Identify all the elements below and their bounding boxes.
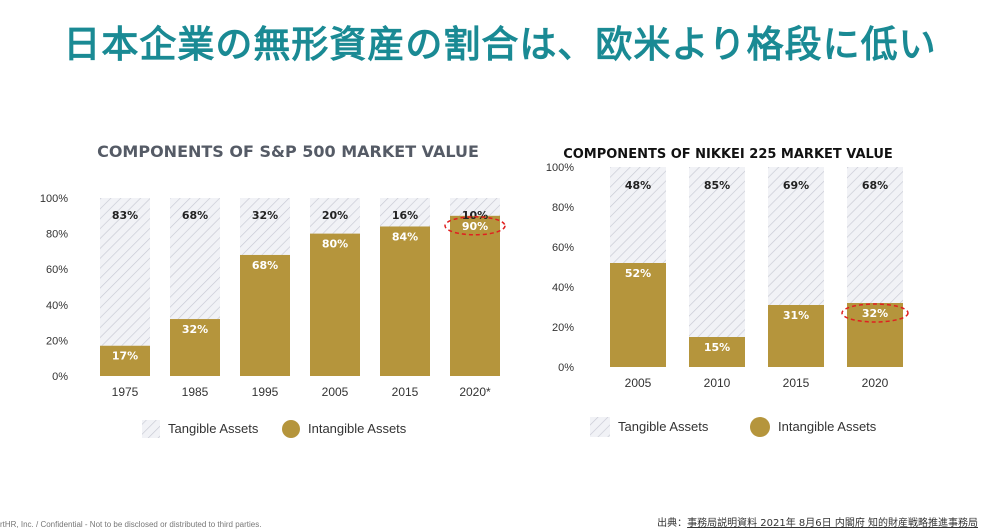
y-tick-label: 20% (46, 335, 68, 347)
tangible-value-label: 32% (252, 209, 278, 222)
tangible-value-label: 20% (322, 209, 348, 222)
intangible-bar (240, 254, 290, 376)
category-label: 2005 (322, 385, 349, 399)
intangible-value-label: 80% (322, 238, 348, 251)
intangible-value-label: 84% (392, 230, 418, 243)
category-label: 2015 (783, 376, 810, 390)
nikkei225-chart: COMPONENTS OF NIKKEI 225 MARKET VALUE 0% 2… (546, 147, 909, 437)
legend-swatch-intangible (282, 420, 300, 438)
tangible-value-label: 69% (783, 179, 809, 192)
legend-swatch-tangible (142, 420, 160, 438)
tangible-value-label: 16% (392, 209, 418, 222)
category-label: 2020 (862, 376, 889, 390)
intangible-bar (768, 305, 824, 367)
y-tick-label: 40% (46, 300, 68, 312)
intangible-value-label: 31% (783, 309, 809, 322)
tangible-bar (768, 167, 824, 305)
highlight-circle (841, 303, 909, 323)
source-prefix: 出典： (657, 518, 688, 529)
source-note: 出典：事務局説明資料 2021年 8月6日 内閣府 知的財産戦略推進事務局 (657, 514, 978, 529)
tangible-bar (240, 198, 290, 255)
y-tick-label: 100% (546, 162, 574, 174)
tangible-bar (450, 198, 500, 216)
tangible-bar (610, 167, 666, 263)
y-tick-label: 60% (552, 242, 574, 254)
sp500-chart: COMPONENTS OF S&P 500 MARKET VALUE 0% 20% 4… (40, 142, 506, 438)
tangible-bar (310, 198, 360, 234)
tangible-bar (380, 198, 430, 227)
y-tick-label: 80% (552, 202, 574, 214)
confidential-note: rtHR, Inc. / Confidential - Not to be di… (0, 520, 262, 529)
category-label: 2015 (392, 385, 419, 399)
legend-label-tangible: Tangible Assets (618, 419, 709, 434)
slide-title: 日本企業の無形資産の割合は、欧米より格段に低い (63, 23, 937, 66)
tangible-bar (847, 167, 903, 303)
legend-label-intangible: Intangible Assets (778, 419, 877, 434)
tangible-bar (689, 167, 745, 337)
tangible-value-label: 85% (704, 179, 730, 192)
tangible-bar (100, 198, 150, 346)
y-tick-label: 0% (52, 371, 68, 383)
y-tick-label: 100% (40, 193, 68, 205)
tangible-value-label: 10% (462, 209, 488, 222)
y-tick-label: 80% (46, 229, 68, 241)
tangible-value-label: 83% (112, 209, 138, 222)
highlight-circle (444, 216, 506, 236)
tangible-bar (170, 198, 220, 320)
category-label: 2010 (704, 376, 731, 390)
intangible-bar (380, 226, 430, 376)
chart-title: COMPONENTS OF S&P 500 MARKET VALUE (97, 142, 479, 161)
y-tick-label: 60% (46, 264, 68, 276)
intangible-value-label: 68% (252, 259, 278, 272)
category-label: 1975 (112, 385, 139, 399)
y-tick-label: 0% (558, 362, 574, 374)
intangible-value-label: 17% (112, 350, 138, 363)
intangible-value-label: 32% (182, 323, 208, 336)
intangible-bar (610, 263, 666, 367)
intangible-bar (689, 337, 745, 367)
category-label: 2005 (625, 376, 652, 390)
chart-title: COMPONENTS OF NIKKEI 225 MARKET VALUE (563, 147, 893, 162)
intangible-value-label: 15% (704, 341, 730, 354)
intangible-value-label: 52% (625, 267, 651, 280)
intangible-value-label: 90% (462, 220, 488, 233)
intangible-bar (100, 345, 150, 376)
intangible-bar (310, 233, 360, 376)
category-label: 2020* (459, 385, 491, 399)
category-label: 1985 (182, 385, 209, 399)
legend-swatch-intangible (750, 417, 770, 437)
category-label: 1995 (252, 385, 279, 399)
y-tick-label: 20% (552, 322, 574, 334)
source-link[interactable]: 事務局説明資料 2021年 8月6日 内閣府 知的財産戦略推進事務局 (687, 518, 978, 529)
tangible-value-label: 68% (862, 179, 888, 192)
legend-swatch-tangible (590, 417, 610, 437)
tangible-value-label: 48% (625, 179, 651, 192)
legend-label-tangible: Tangible Assets (168, 421, 259, 436)
tangible-value-label: 68% (182, 209, 208, 222)
intangible-bar (170, 319, 220, 376)
legend-label-intangible: Intangible Assets (308, 421, 407, 436)
intangible-value-label: 32% (862, 307, 888, 320)
intangible-bar (847, 303, 903, 367)
y-tick-label: 40% (552, 282, 574, 294)
intangible-bar (450, 215, 500, 376)
